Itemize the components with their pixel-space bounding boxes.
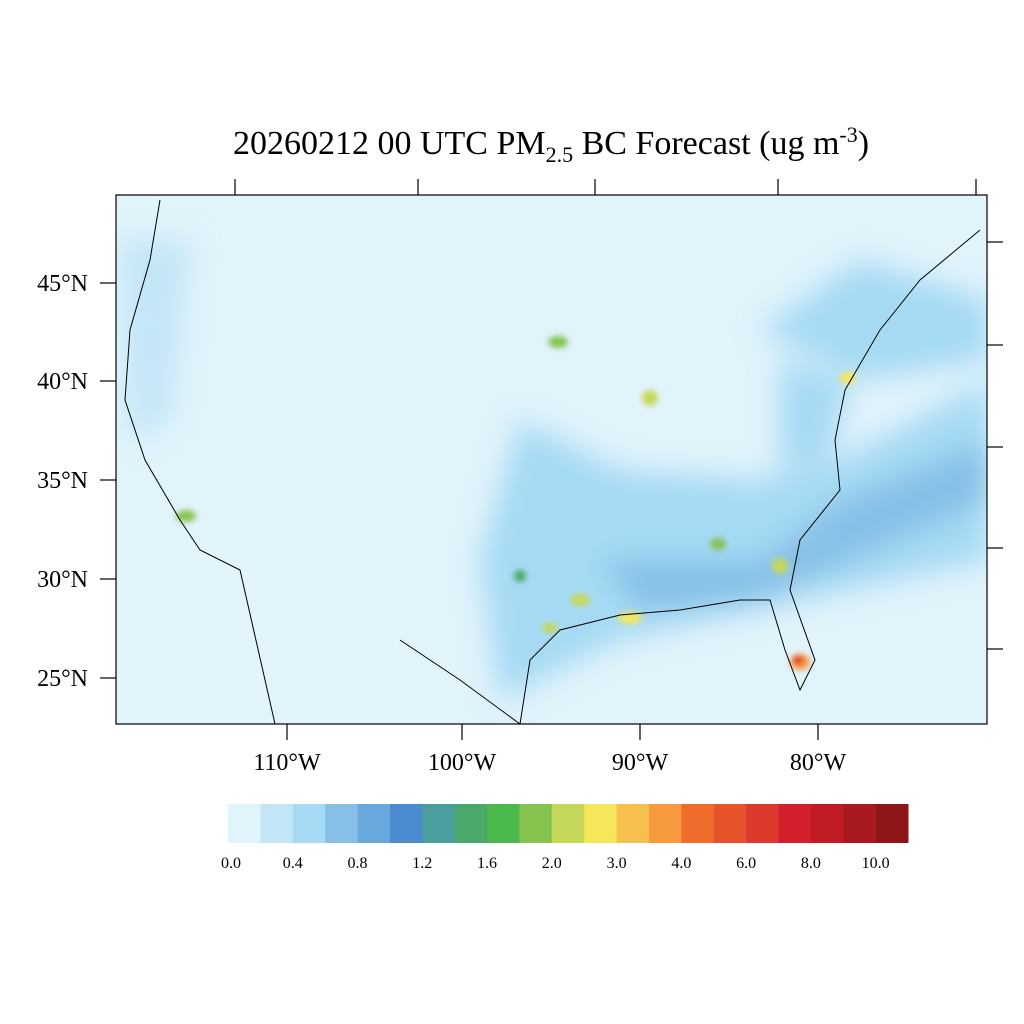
- colorbar-label: 0.0: [221, 855, 241, 872]
- title-subscript: 2.5: [546, 142, 574, 167]
- colorbar-box: [357, 804, 391, 843]
- lat-label: 35°N: [37, 468, 88, 494]
- coastline: [124, 199, 981, 724]
- lon-label: 110°W: [253, 750, 321, 776]
- colorbar-box: [778, 804, 812, 843]
- concentration-shading: [120, 240, 987, 700]
- colorbar-box: [746, 804, 779, 843]
- colorbar-box: [454, 804, 488, 843]
- colorbar-box: [228, 804, 261, 843]
- title-text: BC Forecast (ug m: [573, 125, 839, 162]
- colorbar-box: [551, 804, 585, 843]
- colorbar-box: [260, 804, 294, 843]
- lat-label: 45°N: [37, 271, 88, 297]
- colorbar-box: [519, 804, 553, 843]
- colorbar-box: [648, 804, 682, 843]
- lat-label: 25°N: [37, 666, 88, 692]
- colorbar-box: [325, 804, 359, 843]
- title-superscript: -3: [839, 122, 857, 147]
- colorbar-box: [875, 804, 909, 843]
- colorbar-box: [292, 804, 326, 843]
- colorbar-box: [681, 804, 715, 843]
- lon-label: 90°W: [612, 750, 669, 776]
- colorbar-label: 10.0: [862, 855, 890, 872]
- colorbar-label: 0.4: [283, 855, 303, 872]
- colorbar-label: 2.0: [542, 855, 562, 872]
- colorbar-label: 3.0: [607, 855, 627, 872]
- colorbar-box: [584, 804, 618, 843]
- colorbar-box: [422, 804, 456, 843]
- colorbar-box: [487, 804, 520, 843]
- colorbar: 0.0 0.4 0.8 1.2 1.6 2.0 3.0 4.0 6.0 8.0 10.0: [221, 804, 909, 872]
- hotspots: [176, 336, 856, 670]
- frame-ticks: [100, 179, 1003, 740]
- colorbar-label: 4.0: [671, 855, 691, 872]
- colorbar-label: 1.6: [477, 855, 497, 872]
- title-text: 20260212 00 UTC PM: [233, 125, 546, 162]
- title-text: ): [858, 125, 869, 162]
- colorbar-label: 8.0: [801, 855, 821, 872]
- colorbar-box: [389, 804, 423, 843]
- axis-labels: 45°N 40°N 35°N 30°N 25°N 110°W 100°W 90°W 80°W: [37, 271, 846, 776]
- lon-label: 80°W: [790, 750, 847, 776]
- map-frame: [115, 194, 988, 725]
- lat-label: 30°N: [37, 567, 88, 593]
- colorbar-box: [713, 804, 747, 843]
- colorbar-label: 6.0: [736, 855, 756, 872]
- colorbar-label: 1.2: [412, 855, 432, 872]
- colorbar-box: [810, 804, 844, 843]
- lat-label: 40°N: [37, 369, 88, 395]
- lon-label: 100°W: [428, 750, 497, 776]
- colorbar-box: [616, 804, 650, 843]
- colorbar-label: 0.8: [348, 855, 368, 872]
- colorbar-box: [843, 804, 877, 843]
- field: [116, 195, 987, 724]
- map-title: 20260212 00 UTC PM2.5 BC Forecast (ug m-…: [233, 122, 869, 167]
